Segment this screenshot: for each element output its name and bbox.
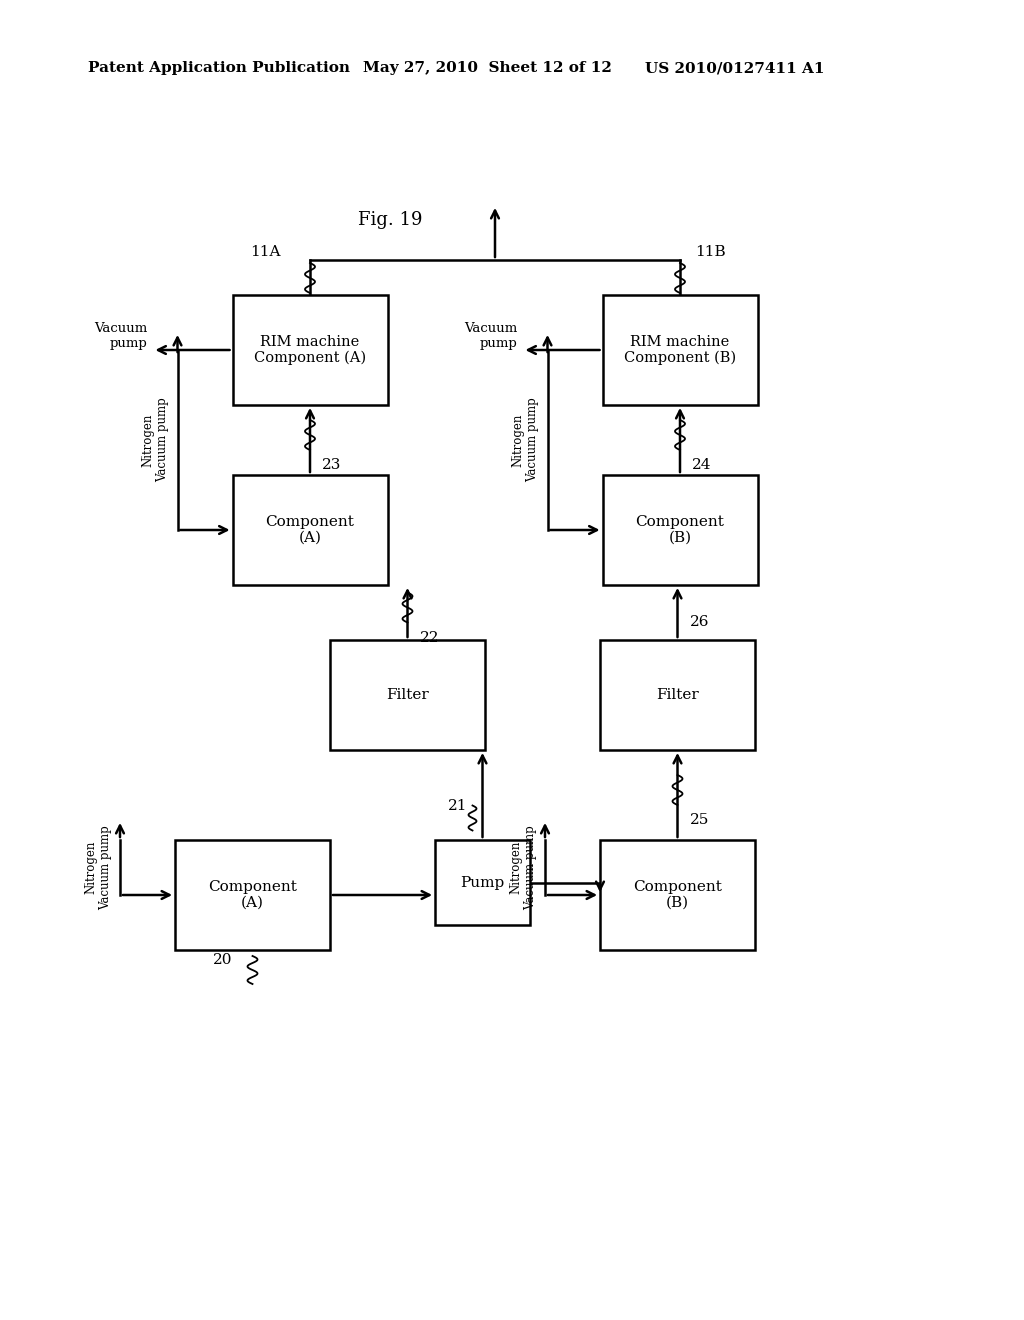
Text: 11A: 11A [250, 246, 281, 259]
Text: 25: 25 [689, 813, 709, 828]
Text: Filter: Filter [656, 688, 698, 702]
Text: Component
(A): Component (A) [265, 515, 354, 545]
Text: 26: 26 [689, 615, 709, 630]
Text: Nitrogen
Vacuum pump: Nitrogen Vacuum pump [84, 825, 112, 909]
Bar [175, 840, 330, 950]
Bar [330, 640, 485, 750]
Text: Nitrogen
Vacuum pump: Nitrogen Vacuum pump [141, 397, 170, 482]
Text: May 27, 2010  Sheet 12 of 12: May 27, 2010 Sheet 12 of 12 [362, 61, 612, 75]
Bar [232, 475, 387, 585]
Bar [232, 294, 387, 405]
Text: 23: 23 [322, 458, 341, 473]
Text: Component
(B): Component (B) [636, 515, 724, 545]
Text: 21: 21 [447, 799, 467, 813]
Text: Pump: Pump [461, 875, 505, 890]
Text: Filter: Filter [386, 688, 429, 702]
Text: 20: 20 [213, 953, 232, 968]
Bar [600, 640, 755, 750]
Text: RIM machine
Component (B): RIM machine Component (B) [624, 335, 736, 366]
Text: RIM machine
Component (A): RIM machine Component (A) [254, 335, 366, 366]
Text: US 2010/0127411 A1: US 2010/0127411 A1 [645, 61, 824, 75]
Bar [435, 840, 530, 925]
Text: Nitrogen
Vacuum pump: Nitrogen Vacuum pump [509, 825, 537, 909]
Text: Vacuum
pump: Vacuum pump [94, 322, 147, 350]
Text: Component
(B): Component (B) [633, 880, 722, 909]
Text: Component
(A): Component (A) [208, 880, 297, 909]
Bar [602, 475, 758, 585]
Bar [600, 840, 755, 950]
Text: Fig. 19: Fig. 19 [357, 211, 422, 228]
Bar [602, 294, 758, 405]
Text: Nitrogen
Vacuum pump: Nitrogen Vacuum pump [512, 397, 540, 482]
Text: Vacuum
pump: Vacuum pump [464, 322, 517, 350]
Text: Patent Application Publication: Patent Application Publication [88, 61, 350, 75]
Text: 24: 24 [692, 458, 712, 473]
Text: 22: 22 [420, 631, 439, 644]
Text: 11B: 11B [695, 246, 726, 259]
